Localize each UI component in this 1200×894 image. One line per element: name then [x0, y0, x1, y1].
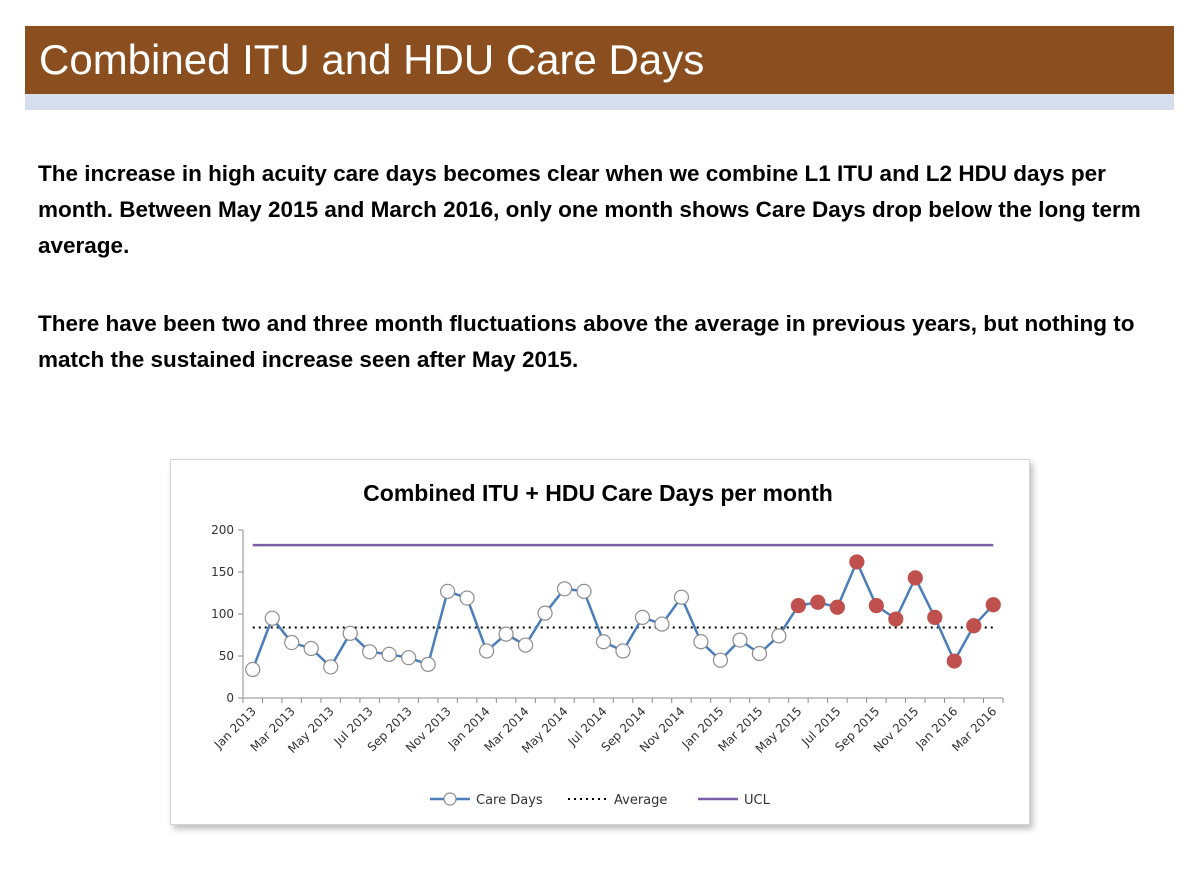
paragraph-2: There have been two and three month fluc…	[38, 311, 1135, 372]
care-days-point	[323, 659, 339, 675]
care-days-point	[401, 650, 417, 666]
care-days-point	[284, 634, 300, 651]
care-days-point	[771, 628, 787, 644]
care-days-point	[712, 652, 729, 668]
care-days-point-highlight	[927, 609, 943, 625]
care-days-point	[342, 625, 358, 641]
care-days-point-highlight	[888, 611, 904, 627]
y-tick-label: 100	[211, 607, 234, 621]
care-days-point-highlight	[946, 653, 962, 669]
care-days-point	[498, 626, 514, 642]
care-days-point-highlight	[868, 598, 884, 614]
paragraph-1: The increase in high acuity care days be…	[38, 161, 1141, 258]
slide-title: Combined ITU and HDU Care Days	[25, 26, 1174, 94]
care-days-point	[595, 634, 612, 650]
title-underline	[25, 94, 1174, 110]
care-days-point	[362, 644, 378, 660]
care-days-point	[303, 640, 319, 657]
care-days-point	[420, 656, 436, 672]
care-days-point	[634, 609, 651, 625]
care-days-point	[381, 646, 397, 662]
care-days-point-highlight	[966, 618, 982, 634]
care-days-point	[517, 637, 534, 653]
y-tick-label: 200	[211, 523, 234, 537]
care-days-point	[478, 643, 495, 659]
care-days-point	[264, 610, 280, 626]
legend-average-label: Average	[614, 793, 667, 808]
care-days-point	[459, 590, 475, 606]
care-days-point	[673, 589, 690, 605]
care-days-point	[440, 583, 456, 599]
care-days-point	[556, 581, 573, 597]
care-days-point-highlight	[849, 554, 865, 570]
care-days-point-highlight	[829, 599, 845, 615]
care-days-point	[576, 583, 592, 599]
chart-container: Combined ITU + HDU Care Days per month 0…	[170, 459, 1030, 825]
y-tick-label: 0	[226, 691, 234, 705]
care-days-point	[751, 645, 768, 662]
care-days-point-highlight	[985, 597, 1001, 613]
care-days-point	[732, 632, 748, 648]
care-days-point-highlight	[810, 594, 826, 610]
legend-care-days-label: Care Days	[476, 793, 543, 808]
legend-care-days-marker	[443, 792, 457, 806]
care-days-point-highlight	[790, 598, 806, 614]
care-days-point	[654, 616, 670, 632]
y-tick-label: 150	[211, 565, 234, 579]
care-days-point-highlight	[907, 570, 923, 586]
care-days-point	[615, 643, 631, 659]
y-tick-label: 50	[219, 649, 234, 663]
care-days-chart: Combined ITU + HDU Care Days per month 0…	[211, 480, 1004, 808]
chart-title: Combined ITU + HDU Care Days per month	[363, 480, 833, 506]
care-days-point	[245, 661, 261, 678]
care-days-point	[537, 605, 553, 621]
care-days-point	[693, 634, 709, 650]
legend-ucl-label: UCL	[744, 793, 771, 808]
